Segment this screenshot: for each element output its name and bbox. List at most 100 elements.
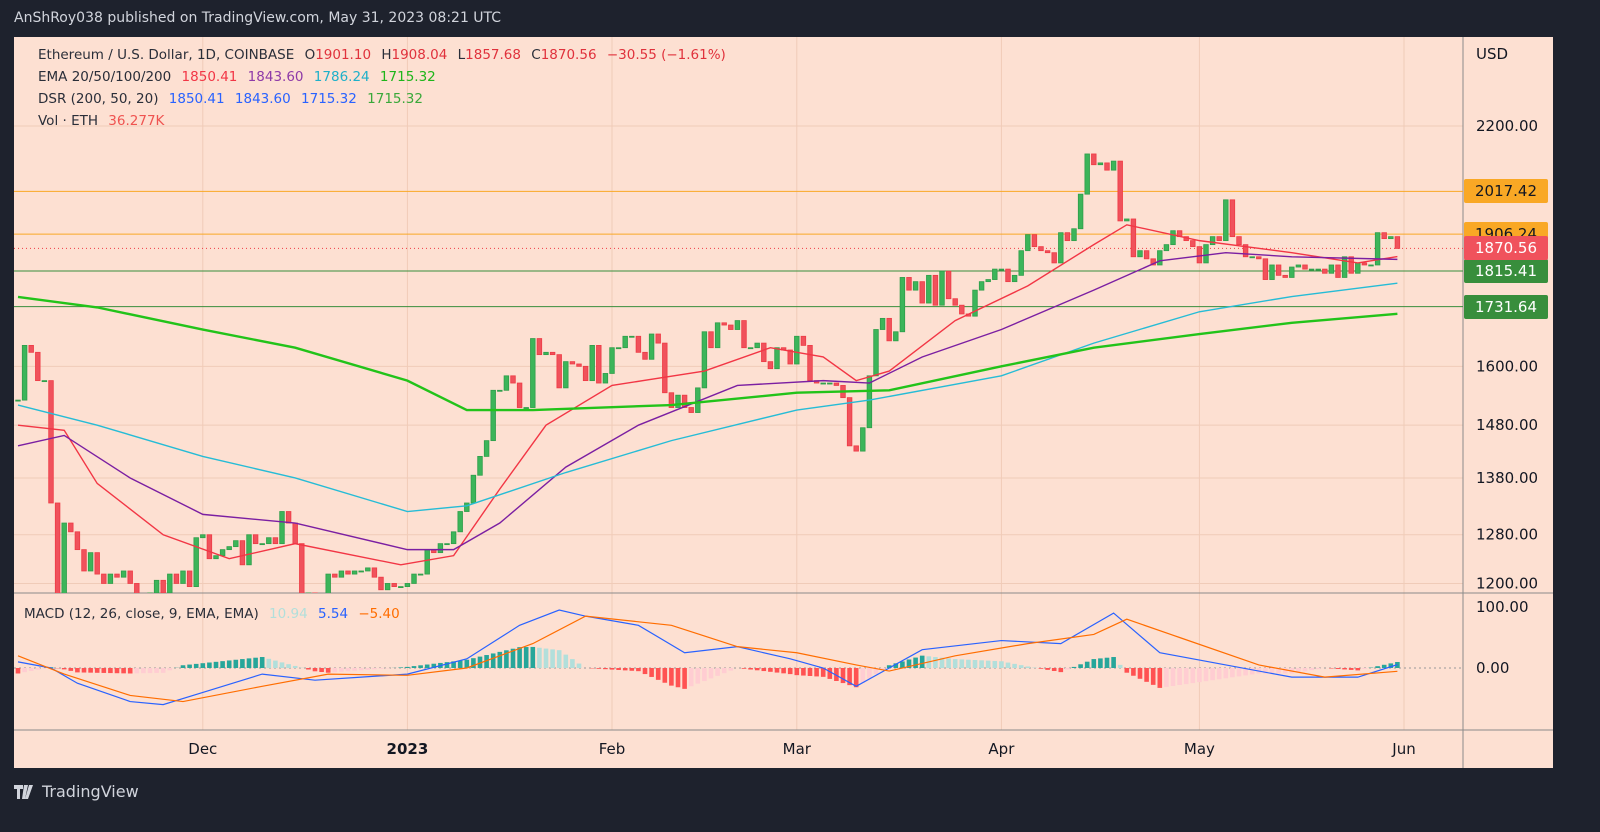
macd-histogram-bar: [1078, 664, 1083, 668]
candle: [1157, 250, 1163, 266]
macd-histogram-bar: [226, 660, 232, 668]
macd-legend[interactable]: MACD (12, 26, close, 9, EMA, EMA) 10.94 …: [24, 606, 406, 622]
macd-histogram-bar: [550, 649, 555, 668]
symbol-legend: Ethereum / U.S. Dollar, 1D, COINBASE O19…: [38, 47, 732, 63]
price-tick: 1280.00: [1476, 526, 1538, 544]
candle: [384, 583, 391, 591]
macd-histogram-bar: [490, 653, 496, 668]
candle: [708, 331, 714, 349]
candle: [1077, 193, 1084, 230]
macd-histogram-bar: [873, 668, 879, 675]
candle: [41, 380, 48, 383]
candle: [807, 345, 813, 382]
macd-histogram-bar: [325, 668, 331, 673]
candle: [332, 573, 338, 578]
candle: [101, 573, 107, 584]
macd-histogram-bar: [616, 668, 621, 670]
candle: [351, 570, 358, 575]
candle: [1308, 268, 1315, 271]
ema-label: EMA 20/50/100/200: [38, 69, 172, 85]
macd-histogram-bar: [715, 668, 720, 676]
candle: [1091, 153, 1097, 166]
macd-histogram-bar: [774, 668, 780, 673]
macd-histogram-bar: [999, 661, 1004, 668]
candle: [1196, 246, 1203, 264]
candle: [68, 522, 74, 533]
macd-histogram-bar: [160, 668, 166, 673]
macd-histogram-bar: [1190, 668, 1196, 684]
candle: [1368, 264, 1374, 267]
candle: [794, 335, 800, 365]
dsr-legend[interactable]: DSR (200, 50, 20) 1850.41 1843.60 1715.3…: [38, 91, 429, 107]
candle: [127, 570, 133, 584]
candle: [629, 335, 635, 338]
candle: [206, 534, 213, 560]
time-tick: Feb: [599, 740, 626, 758]
candle: [15, 399, 21, 402]
candle: [912, 281, 919, 291]
candle: [1335, 264, 1341, 278]
macd-histogram-bar: [629, 668, 635, 671]
macd-histogram-bar: [682, 668, 687, 689]
tradingview-logo[interactable]: TradingView: [14, 782, 139, 801]
candle: [457, 511, 463, 533]
macd-histogram-bar: [556, 650, 562, 668]
macd-histogram-bar: [913, 657, 918, 668]
macd-label: MACD (12, 26, close, 9, EMA, EMA): [24, 606, 259, 622]
candle: [61, 522, 67, 593]
price-tag-support: 1815.41: [1464, 259, 1548, 283]
candle: [866, 375, 873, 429]
chart-frame[interactable]: Dec 2023 Feb Mar Apr May Jun 2200.00 1600.00 1480…: [14, 37, 1553, 768]
macd-histogram-bar: [1348, 668, 1354, 670]
macd-histogram-bar: [497, 651, 503, 668]
macd-histogram-bar: [939, 657, 945, 668]
low-label: L: [457, 47, 466, 63]
dsr-value-1: 1850.41: [168, 91, 225, 107]
candle: [477, 456, 483, 476]
volume-legend[interactable]: Vol · ETH 36.277K: [38, 113, 170, 129]
macd-histogram-bar: [1342, 668, 1347, 670]
macd-histogram-bar: [741, 668, 747, 669]
candle: [899, 277, 906, 333]
macd-histogram-bar: [127, 668, 133, 674]
candle: [503, 375, 510, 391]
macd-histogram-bar: [81, 668, 87, 673]
time-tick: Dec: [188, 740, 217, 758]
candle: [932, 274, 939, 306]
macd-histogram-bar: [1131, 668, 1136, 676]
candle: [893, 331, 899, 342]
macd-histogram-bar: [372, 668, 377, 670]
time-tick: Mar: [783, 740, 812, 758]
candle: [879, 317, 886, 330]
candle: [141, 622, 146, 642]
candle: [833, 382, 840, 386]
time-tick: May: [1184, 740, 1215, 758]
macd-histogram-bar: [312, 668, 318, 672]
candle: [1355, 262, 1361, 274]
candle: [556, 354, 562, 389]
candle: [338, 570, 345, 578]
ema50-value: 1843.60: [247, 69, 304, 85]
candle: [615, 347, 622, 350]
macd-histogram-bar: [688, 668, 694, 687]
macd-histogram-bar: [365, 668, 371, 670]
candle: [1130, 218, 1137, 258]
publish-header: AnShRoy038 published on TradingView.com,…: [14, 10, 502, 26]
candle: [464, 502, 470, 512]
macd-histogram-bar: [952, 659, 958, 668]
macd-histogram-bar: [28, 668, 34, 671]
candle: [1388, 236, 1394, 240]
macd-histogram-bar: [708, 668, 714, 679]
candle: [21, 345, 28, 401]
candle: [470, 474, 477, 504]
ema-legend[interactable]: EMA 20/50/100/200 1850.41 1843.60 1786.2…: [38, 69, 442, 85]
macd-histogram-bar: [1005, 662, 1011, 668]
macd-histogram-bar: [378, 668, 384, 669]
chart-canvas[interactable]: Dec 2023 Feb Mar Apr May Jun 2200.00 1600.00 1480…: [14, 37, 1553, 768]
macd-histogram-bar: [1388, 663, 1394, 668]
macd-histogram-bar: [101, 668, 107, 673]
candle: [299, 543, 305, 593]
candle: [28, 345, 34, 353]
candle: [424, 549, 430, 575]
macd-histogram-bar: [860, 668, 866, 683]
